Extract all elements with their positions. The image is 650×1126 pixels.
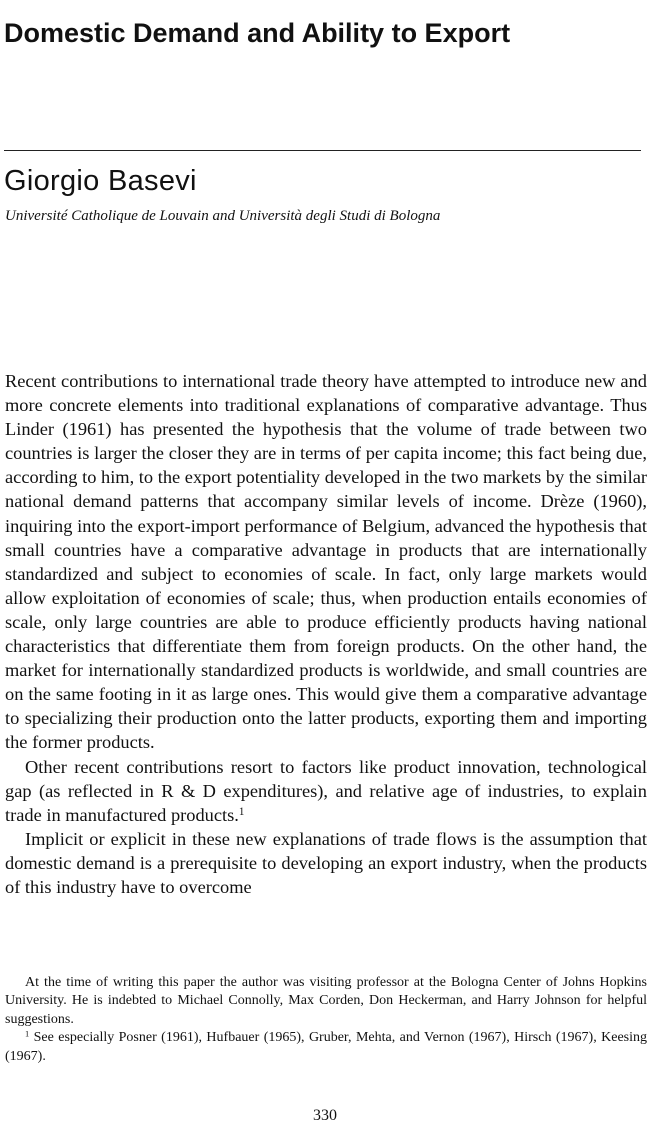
author-affiliation: Université Catholique de Louvain and Uni… <box>5 208 441 224</box>
footnote-1-text: See especially Posner (1961), Hufbauer (… <box>5 1030 647 1064</box>
body-paragraph-1: Recent contributions to international tr… <box>5 371 647 753</box>
footnote-1: 1 See especially Posner (1961), Hufbauer… <box>5 1029 647 1066</box>
author-name: Giorgio Basevi <box>4 165 197 197</box>
footnotes: At the time of writing this paper the au… <box>5 974 647 1066</box>
footnote-1-marker: 1 <box>25 1029 30 1039</box>
footnote-ref-1: 1 <box>238 805 245 818</box>
acknowledgment-note: At the time of writing this paper the au… <box>5 975 647 1027</box>
body-paragraph-2-text: Other recent contributions resort to fac… <box>5 756 647 825</box>
title-divider <box>4 150 641 151</box>
body-paragraph-2: Other recent contributions resort to fac… <box>5 755 647 827</box>
body-paragraph-3: Implicit or explicit in these new explan… <box>5 828 647 897</box>
page-number: 330 <box>313 1107 337 1124</box>
article-body: Recent contributions to international tr… <box>5 369 647 899</box>
article-title: Domestic Demand and Ability to Export <box>4 18 511 49</box>
